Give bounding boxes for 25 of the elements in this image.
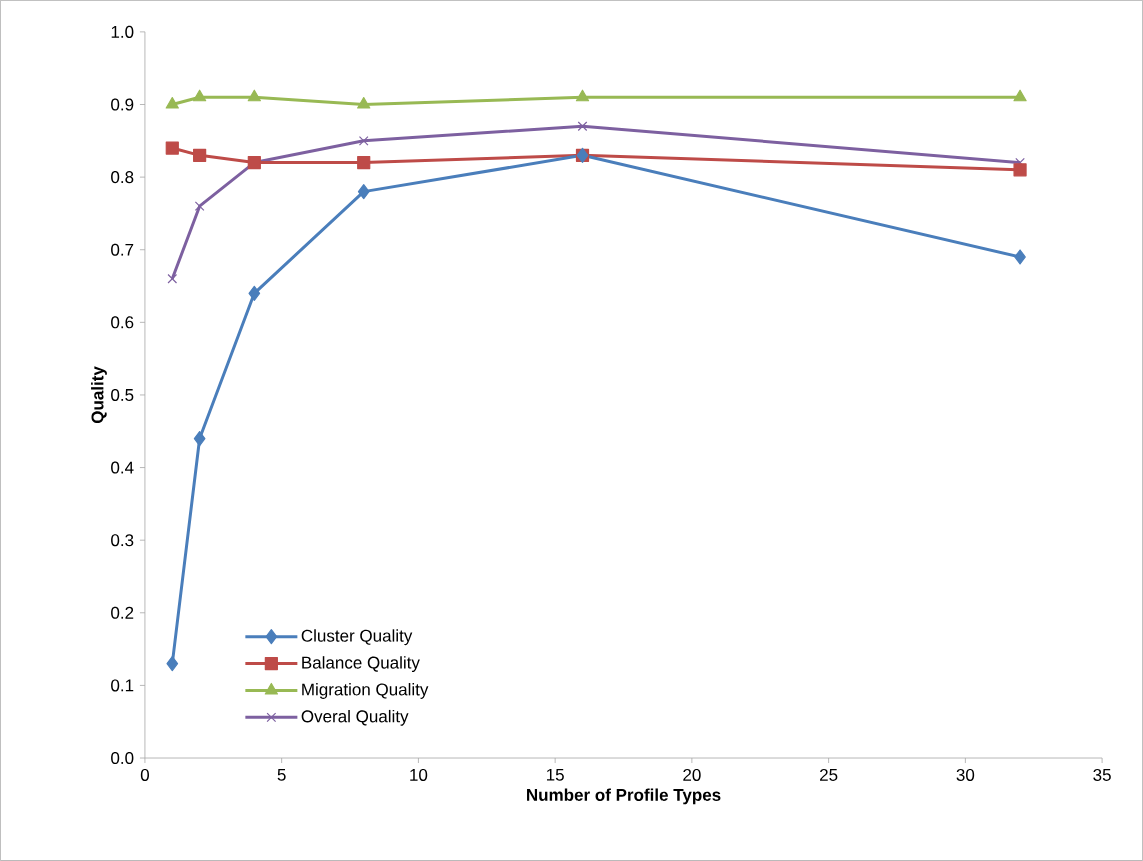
x-tick-label: 15 <box>546 768 564 781</box>
y-tick-label: 0.2 <box>111 606 134 619</box>
x-tick-label: 5 <box>277 768 286 781</box>
legend-label: Overal Quality <box>301 709 409 726</box>
y-tick-label: 0.8 <box>111 171 134 184</box>
x-tick-label: 30 <box>956 768 975 781</box>
x-tick-label: 0 <box>140 768 149 781</box>
y-tick-label: 0.4 <box>111 461 134 474</box>
legend-label: Balance Quality <box>302 656 420 673</box>
x-axis-title: Number of Profile Types <box>527 788 721 805</box>
y-tick-label: 0.1 <box>111 679 134 692</box>
y-tick-label: 1.0 <box>111 25 134 38</box>
legend-label: Migration Quality <box>302 683 429 699</box>
x-tick-label: 20 <box>683 768 701 781</box>
x-tick-label: 10 <box>410 768 428 781</box>
y-tick-label: 0.7 <box>111 243 134 256</box>
y-tick-label: 0.0 <box>111 752 134 765</box>
legend-label: Cluster Quality <box>301 629 413 646</box>
y-tick-label: 0.6 <box>111 316 134 329</box>
x-tick-label: 25 <box>820 768 838 781</box>
y-tick-label: 0.3 <box>111 534 134 547</box>
x-tick-label: 35 <box>1093 768 1111 781</box>
y-tick-label: 0.5 <box>111 388 134 402</box>
y-tick-label: 0.9 <box>111 98 134 111</box>
y-axis-title: Quality <box>91 366 107 424</box>
